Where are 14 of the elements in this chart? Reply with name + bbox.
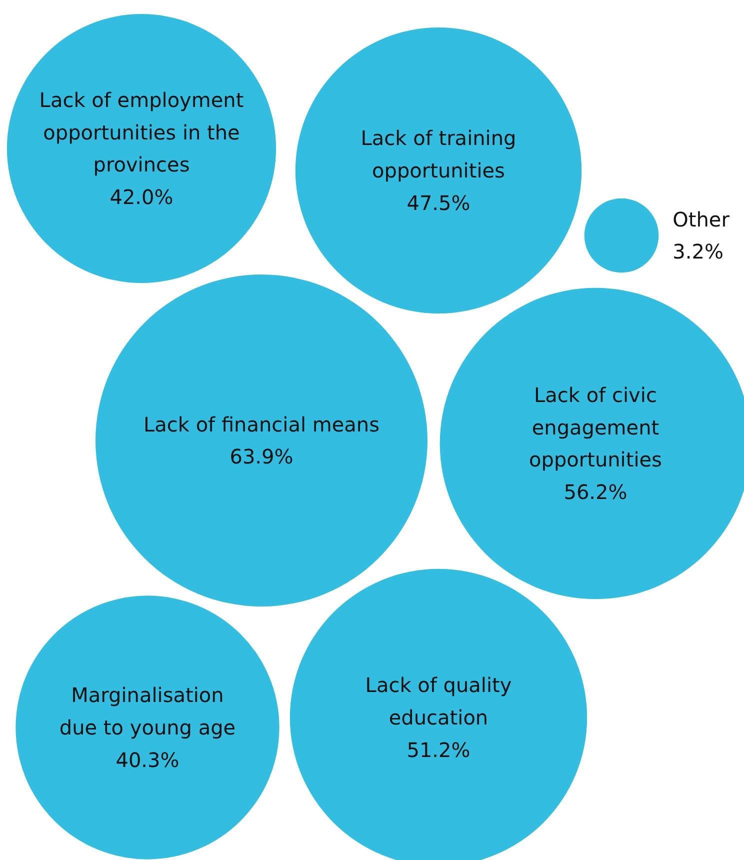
data-label: 56.2% [564,480,628,504]
data-label: 42.0% [110,185,174,210]
data-label: 51.2% [406,738,470,762]
data-label: 3.2% [672,240,724,264]
category-label: Lack of quality education [365,673,512,730]
category-label: Other [672,207,730,232]
data-label: 47.5% [406,190,470,215]
category-label: Lack of training opportunities [360,126,516,182]
category-label: Lack of financial means [143,412,380,436]
category-label: Marginalisation due to young age [59,683,236,740]
data-label: 40.3% [116,748,180,772]
data-label: 63.9% [230,444,294,469]
category-label: Lack of civic engagement opportunities [529,382,662,472]
category-label: Lack of employment opportunities in the provinces [39,88,244,177]
